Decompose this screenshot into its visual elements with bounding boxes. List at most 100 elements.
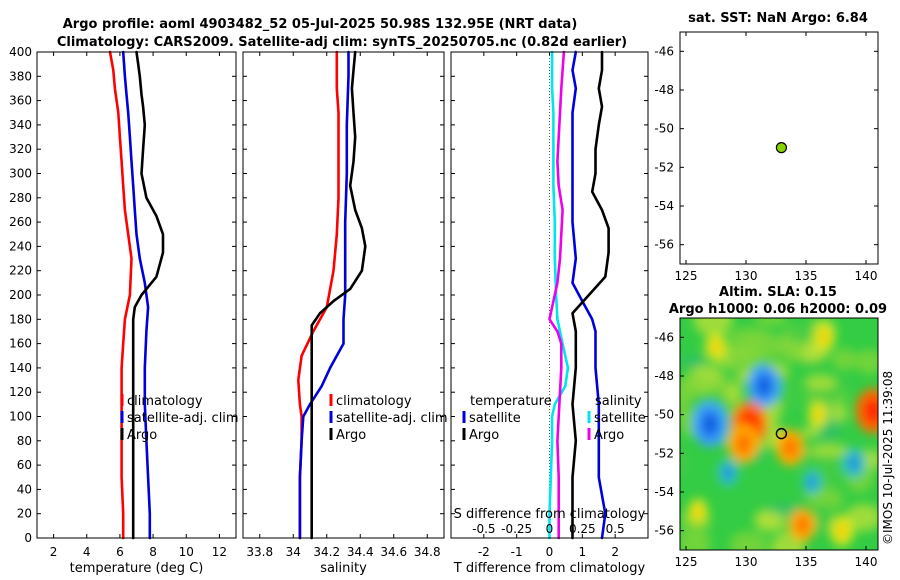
salinity-legend-1-label: satellite-adj. clim <box>336 411 448 426</box>
salinity-xtick-label: 33.8 <box>246 545 273 559</box>
sst-ytick-label: -50 <box>654 122 674 136</box>
difference-xtick-label: -2 <box>478 545 490 559</box>
difference-legend-sal-sat-label: satellite <box>594 411 646 426</box>
sla-map: 125 130 135 140 -46 -48 -50 -52 -54 -56 <box>654 318 878 569</box>
temperature-ytick-label: 20 <box>17 507 32 521</box>
salinity-xtick-label: 34.6 <box>380 545 407 559</box>
sla-xtick-label: 135 <box>795 555 818 569</box>
sla-heatmap <box>680 318 878 550</box>
temperature-ytick-label: 320 <box>9 142 32 156</box>
difference-xlabel: T difference from climatology <box>453 561 646 576</box>
temperature-ytick-label: 40 <box>17 482 32 496</box>
difference-legend-temp-sat-label: satellite <box>469 411 521 426</box>
sla-anomaly-core <box>847 454 861 472</box>
temperature-ytick-label: 200 <box>9 288 32 302</box>
temperature-xtick-label: 12 <box>212 545 227 559</box>
difference-legend-right-title: salinity <box>595 394 642 409</box>
sla-texture <box>754 318 788 327</box>
sst-ytick-label: -48 <box>654 83 674 97</box>
sla-anomaly-core <box>835 521 849 540</box>
sla-ytick-label: -48 <box>654 369 674 383</box>
temperature-legend-0-label: climatology <box>127 394 203 409</box>
difference-xtick-label: 1 <box>579 545 587 559</box>
salinity-legend-2-label: Argo <box>336 428 366 443</box>
temperature-ytick-label: 300 <box>9 167 32 181</box>
salinity-xtick-label: 34.8 <box>414 545 441 559</box>
sst-xtick-label: 135 <box>795 269 818 283</box>
difference-sal-satellite-line <box>548 50 570 540</box>
temperature-ytick-label: 400 <box>9 45 32 59</box>
difference-xtick-label: -1 <box>511 545 523 559</box>
sla-anomaly-core <box>818 329 830 346</box>
temperature-ytick-label: 80 <box>17 434 32 448</box>
sla-texture <box>680 529 711 550</box>
temperature-xtick-label: 2 <box>50 545 58 559</box>
sla-ytick-label: -50 <box>654 408 674 422</box>
difference-stick-label: 0 <box>546 522 554 536</box>
sla-texture <box>754 511 784 526</box>
sla-texture <box>776 373 793 409</box>
sla-ytick-label: -54 <box>654 485 674 499</box>
difference-stick-label: -0.5 <box>472 522 495 536</box>
sla-texture <box>829 405 849 423</box>
sla-texture <box>722 341 765 369</box>
sla-texture <box>803 374 837 390</box>
temperature-frame <box>36 51 237 539</box>
salinity-axes: 33.8 34 34.2 34.4 34.6 34.8 climatology satelli… <box>243 50 448 576</box>
sst-ytick-label: -46 <box>654 44 674 58</box>
temperature-xtick-label: 6 <box>116 545 124 559</box>
difference-xtick-label: 0 <box>546 545 554 559</box>
title-line1: Argo profile: aoml 4903482_52 05-Jul-202… <box>63 17 578 32</box>
temperature-argo-line <box>131 50 165 540</box>
sla-texture <box>680 451 690 474</box>
temperature-xtick-label: 4 <box>83 545 91 559</box>
difference-sal-argo-line <box>548 50 566 540</box>
temperature-ytick-label: 360 <box>9 94 32 108</box>
sst-xtick-label: 125 <box>675 269 698 283</box>
temperature-axes: 2 4 6 8 10 1202040608010012014016018020022024… <box>9 45 239 576</box>
sla-anomaly-core <box>722 464 734 481</box>
salinity-satellite-line <box>298 50 350 540</box>
difference-legend-left-title: temperature <box>470 394 552 409</box>
sst-ytick-label: -56 <box>654 238 674 252</box>
salinity-xtick-label: 34.2 <box>313 545 340 559</box>
sla-map-frame <box>679 317 879 551</box>
sla-texture <box>729 531 769 550</box>
sst-map-axes: 125 130 135 140 -46 -48 -50 -52 -54 -56 <box>654 32 878 283</box>
sla-anomaly-core <box>693 504 703 519</box>
sst-xtick-label: 130 <box>735 269 758 283</box>
sla-ytick-label: -46 <box>654 330 674 344</box>
difference-legend-sal-argo-label: Argo <box>594 428 624 443</box>
sla-xtick-label: 130 <box>735 555 758 569</box>
sla-texture <box>801 425 821 438</box>
difference-stick-label: 0.25 <box>569 522 596 536</box>
sla-texture <box>680 376 706 390</box>
temperature-ytick-label: 280 <box>9 191 32 205</box>
sla-anomaly-core <box>710 339 722 355</box>
temperature-ytick-label: 160 <box>9 337 32 351</box>
sla-ytick-label: -52 <box>654 446 674 460</box>
sla-texture <box>855 349 878 375</box>
difference-legend-temp-argo-label: Argo <box>469 428 499 443</box>
temperature-legend-1-label: satellite-adj. clim <box>127 411 239 426</box>
sla-texture <box>831 348 858 371</box>
sst-title: sat. SST: NaN Argo: 6.84 <box>688 11 868 26</box>
difference-xlabel-top: S difference from climatology <box>454 507 646 522</box>
temperature-ytick-label: 380 <box>9 69 32 83</box>
sla-title-line1: Altim. SLA: 0.15 <box>719 285 837 300</box>
sst-map-frame <box>679 31 879 265</box>
difference-xtick-label: 2 <box>611 545 619 559</box>
difference-temp-argo-line <box>571 50 610 540</box>
sla-ytick-label: -56 <box>654 524 674 538</box>
sla-anomaly-core <box>783 437 798 458</box>
sst-xtick-label: 140 <box>855 269 878 283</box>
temperature-satellite-line <box>121 50 152 540</box>
sla-anomaly-core <box>807 475 817 490</box>
temperature-ytick-label: 180 <box>9 312 32 326</box>
salinity-xtick-label: 34 <box>286 545 301 559</box>
sla-anomaly-core <box>795 515 810 535</box>
temperature-ytick-label: 0 <box>24 531 32 545</box>
sla-anomaly-core <box>755 373 773 398</box>
copyright-label: ©IMOS 10-Jul-2025 11:39:08 <box>881 371 895 545</box>
